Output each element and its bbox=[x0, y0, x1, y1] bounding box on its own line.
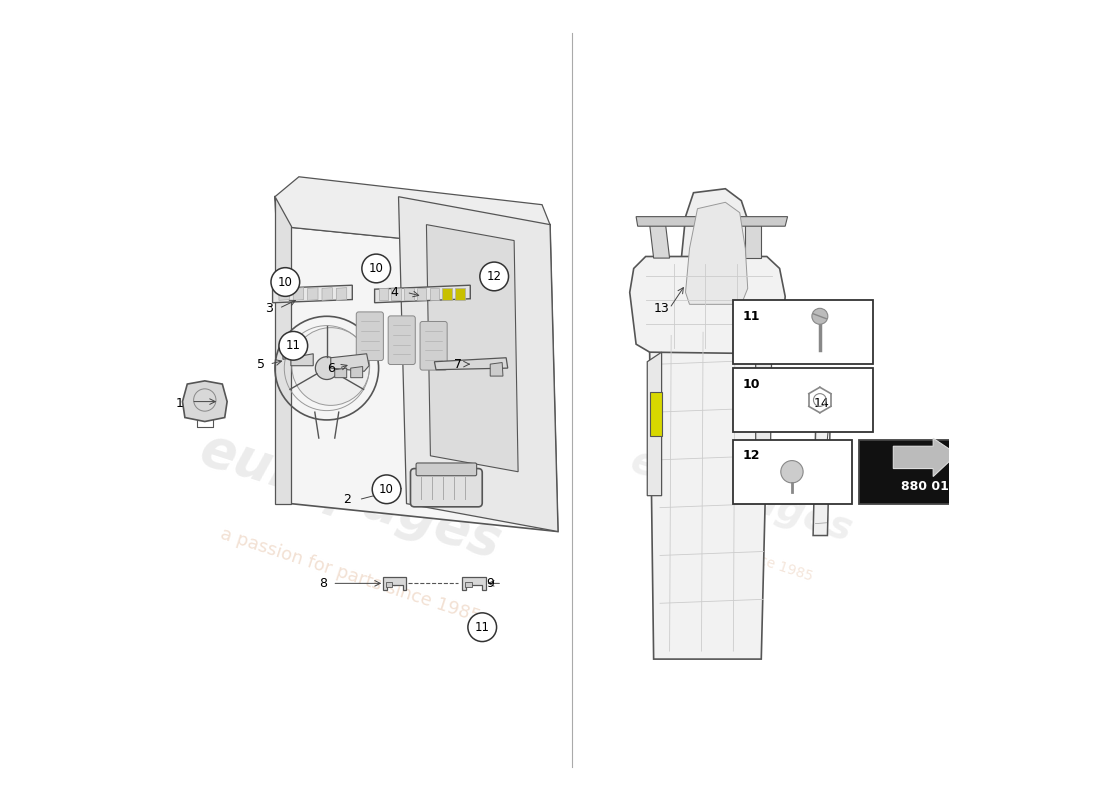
Circle shape bbox=[781, 461, 803, 483]
Polygon shape bbox=[442, 287, 452, 300]
Polygon shape bbox=[813, 402, 830, 535]
Circle shape bbox=[468, 613, 496, 642]
Polygon shape bbox=[290, 354, 314, 366]
Polygon shape bbox=[337, 287, 346, 300]
Polygon shape bbox=[491, 362, 503, 376]
Text: europages: europages bbox=[194, 422, 508, 569]
Text: 10: 10 bbox=[368, 262, 384, 275]
Polygon shape bbox=[283, 350, 290, 359]
Text: 10: 10 bbox=[379, 482, 394, 496]
Polygon shape bbox=[650, 392, 661, 436]
Text: 11: 11 bbox=[475, 621, 490, 634]
Polygon shape bbox=[334, 368, 346, 378]
Polygon shape bbox=[629, 257, 785, 354]
Polygon shape bbox=[273, 286, 352, 302]
Circle shape bbox=[316, 357, 338, 379]
Polygon shape bbox=[322, 287, 332, 300]
Polygon shape bbox=[275, 197, 550, 253]
Circle shape bbox=[292, 328, 370, 406]
Polygon shape bbox=[294, 287, 304, 300]
Text: 13: 13 bbox=[653, 302, 670, 315]
Polygon shape bbox=[275, 197, 558, 531]
FancyBboxPatch shape bbox=[388, 316, 416, 365]
Polygon shape bbox=[386, 582, 392, 586]
Polygon shape bbox=[650, 225, 670, 258]
Polygon shape bbox=[636, 217, 788, 226]
Polygon shape bbox=[398, 197, 558, 531]
Text: 880 01: 880 01 bbox=[901, 479, 949, 493]
Polygon shape bbox=[434, 358, 508, 370]
Polygon shape bbox=[378, 287, 388, 300]
Circle shape bbox=[362, 254, 390, 283]
Polygon shape bbox=[275, 197, 290, 504]
Polygon shape bbox=[383, 577, 407, 590]
Text: 12: 12 bbox=[742, 450, 760, 462]
Polygon shape bbox=[893, 438, 957, 477]
Polygon shape bbox=[455, 287, 464, 300]
Polygon shape bbox=[459, 209, 546, 440]
Polygon shape bbox=[404, 287, 414, 300]
Text: 8: 8 bbox=[319, 577, 327, 590]
Polygon shape bbox=[430, 287, 439, 300]
Polygon shape bbox=[673, 189, 756, 324]
Text: europages: europages bbox=[626, 442, 857, 550]
Polygon shape bbox=[331, 354, 368, 371]
Polygon shape bbox=[650, 304, 769, 659]
Polygon shape bbox=[392, 287, 400, 300]
Polygon shape bbox=[427, 225, 518, 472]
Text: 12: 12 bbox=[486, 270, 502, 283]
Polygon shape bbox=[351, 366, 363, 378]
Polygon shape bbox=[279, 287, 289, 300]
Text: 10: 10 bbox=[742, 378, 760, 390]
Polygon shape bbox=[417, 287, 427, 300]
Text: 3: 3 bbox=[265, 302, 273, 315]
Circle shape bbox=[372, 475, 400, 504]
Polygon shape bbox=[375, 286, 471, 302]
Text: 2: 2 bbox=[343, 493, 351, 506]
Polygon shape bbox=[685, 202, 748, 304]
Text: 1: 1 bbox=[175, 398, 184, 410]
Polygon shape bbox=[746, 225, 761, 258]
Polygon shape bbox=[756, 350, 771, 496]
Circle shape bbox=[279, 331, 308, 360]
Polygon shape bbox=[275, 177, 550, 253]
FancyBboxPatch shape bbox=[416, 463, 476, 476]
Polygon shape bbox=[308, 287, 318, 300]
Circle shape bbox=[812, 308, 828, 324]
FancyBboxPatch shape bbox=[734, 368, 873, 432]
Polygon shape bbox=[647, 352, 661, 496]
Text: 6: 6 bbox=[327, 362, 334, 374]
Text: 9: 9 bbox=[486, 577, 494, 590]
FancyBboxPatch shape bbox=[734, 300, 873, 364]
Polygon shape bbox=[462, 577, 486, 590]
FancyBboxPatch shape bbox=[859, 440, 991, 504]
Text: 4: 4 bbox=[390, 286, 398, 299]
Text: a passion for parts since 1985: a passion for parts since 1985 bbox=[218, 525, 483, 626]
FancyBboxPatch shape bbox=[356, 312, 384, 361]
Text: 5: 5 bbox=[257, 358, 265, 370]
FancyBboxPatch shape bbox=[420, 322, 448, 370]
Polygon shape bbox=[183, 381, 227, 422]
Polygon shape bbox=[465, 582, 472, 586]
FancyBboxPatch shape bbox=[410, 469, 482, 507]
Circle shape bbox=[271, 268, 299, 296]
Text: 7: 7 bbox=[454, 358, 462, 370]
Text: parts since 1985: parts since 1985 bbox=[700, 535, 814, 584]
FancyBboxPatch shape bbox=[734, 440, 851, 504]
Text: 11: 11 bbox=[742, 310, 760, 323]
Circle shape bbox=[480, 262, 508, 290]
Text: 11: 11 bbox=[286, 339, 300, 352]
Text: 10: 10 bbox=[278, 275, 293, 289]
Text: 14: 14 bbox=[813, 398, 829, 410]
